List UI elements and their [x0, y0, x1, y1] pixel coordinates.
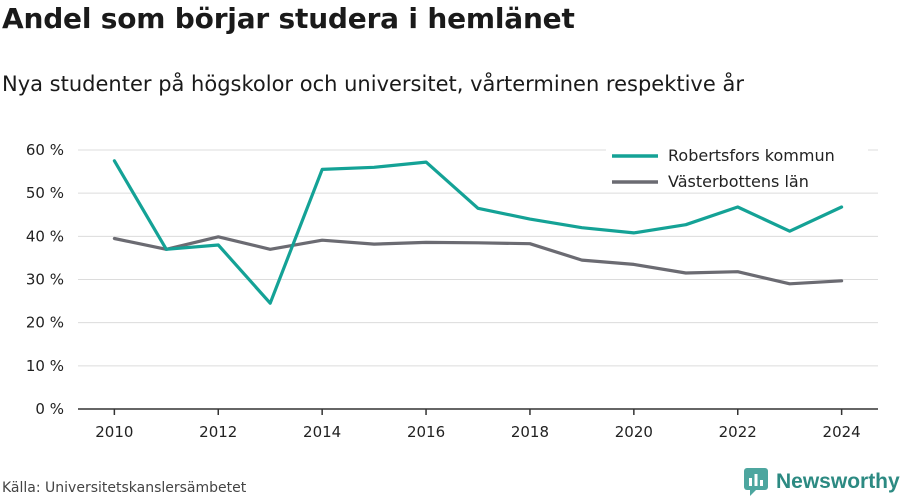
y-tick-label: 60 %: [26, 141, 64, 159]
x-tick-label: 2016: [407, 423, 445, 441]
y-tick-label: 30 %: [26, 271, 64, 289]
brand-logo: Newsworthy: [744, 468, 900, 496]
y-tick-label: 10 %: [26, 357, 64, 375]
brand-name: Newsworthy: [776, 470, 900, 493]
x-axis: 2010 2012 2014 2016 2018 2020 2022 2024: [78, 408, 878, 441]
y-tick-label: 50 %: [26, 184, 64, 202]
x-tick-label: 2014: [303, 423, 341, 441]
legend-background: [606, 168, 868, 192]
legend-label: Västerbottens län: [668, 172, 809, 191]
x-tick-label: 2024: [823, 423, 861, 441]
y-tick-label: 0 %: [35, 400, 64, 418]
legend-label: Robertsfors kommun: [668, 146, 835, 165]
legend: Robertsfors kommun Västerbottens län: [606, 142, 868, 192]
y-tick-label: 20 %: [26, 314, 64, 332]
x-tick-label: 2022: [719, 423, 757, 441]
legend-background: [606, 142, 868, 166]
x-tick-label: 2010: [95, 423, 133, 441]
series-line: [112, 159, 844, 305]
chart-subtitle: Nya studenter på högskolor och universit…: [2, 72, 744, 96]
y-tick-label: 40 %: [26, 227, 64, 245]
y-axis-tick-labels: 0 % 10 % 20 % 30 % 40 % 50 % 60 %: [26, 141, 64, 418]
newsworthy-logo-icon: [744, 468, 768, 496]
x-tick-label: 2018: [511, 423, 549, 441]
x-tick-label: 2020: [615, 423, 653, 441]
source-note: Källa: Universitetskanslersämbetet: [2, 480, 247, 496]
series-lines: [112, 159, 844, 305]
x-tick-label: 2012: [199, 423, 237, 441]
chart-title: Andel som börjar studera i hemlänet: [2, 2, 575, 35]
series-line: [112, 235, 844, 286]
